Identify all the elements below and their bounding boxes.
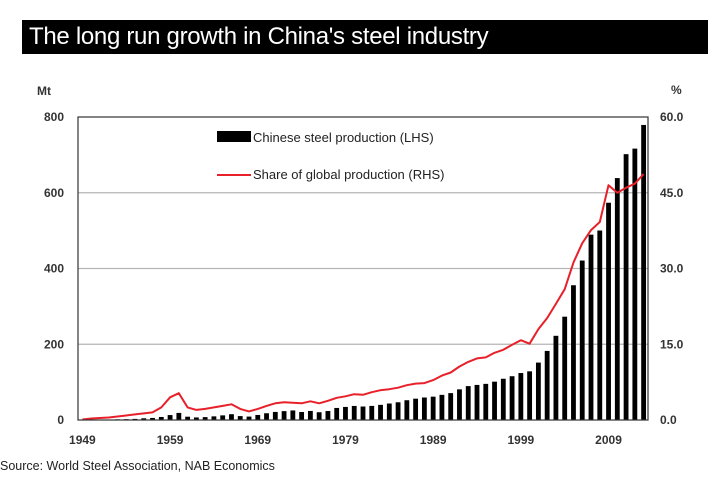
gridlines (78, 192, 648, 345)
bar-1964 (211, 416, 217, 420)
bar-1982 (369, 405, 375, 420)
bar-1987 (413, 398, 419, 420)
bar-2003 (553, 335, 559, 420)
bar-1969 (255, 414, 261, 420)
y-tick-right: 45.0 (660, 186, 684, 200)
bar-1981 (360, 406, 366, 420)
legend-swatch-bars (217, 131, 251, 142)
bar-1963 (202, 417, 208, 420)
legend-label-bars: Chinese steel production (LHS) (253, 130, 434, 145)
bar-1993 (465, 386, 471, 420)
bar-1998 (509, 376, 515, 420)
y-tick-left: 0 (57, 413, 64, 427)
bar-1970 (264, 413, 269, 420)
y-axis-left-ticks: 800 600 400 200 0 (44, 110, 64, 427)
bar-2011 (623, 154, 629, 420)
bar-1973 (290, 410, 296, 420)
bar-1975 (307, 410, 313, 420)
x-tick: 1999 (507, 433, 534, 447)
bar-2000 (527, 371, 533, 420)
bar-1979 (343, 406, 348, 420)
bar-1972 (281, 411, 287, 420)
line-series (82, 173, 645, 421)
bar-2006 (579, 260, 585, 420)
y-tick-left: 200 (44, 337, 64, 351)
bar-1983 (378, 404, 383, 420)
bar-2009 (606, 202, 611, 420)
bar-2007 (588, 234, 594, 420)
bar-1967 (237, 416, 243, 420)
bar-1994 (474, 384, 480, 420)
bar-1980 (351, 405, 357, 420)
y-tick-right: 30.0 (660, 262, 684, 276)
bar-2008 (597, 230, 603, 420)
bar-series (79, 124, 647, 421)
chart-title: The long run growth in China's steel ind… (29, 23, 489, 50)
bar-1966 (229, 414, 234, 420)
bar-1991 (448, 393, 454, 420)
share-line (82, 173, 645, 421)
bar-1965 (220, 415, 226, 420)
bar-1958 (158, 416, 164, 420)
bar-1999 (518, 373, 524, 420)
bar-1968 (246, 416, 252, 420)
bar-1978 (334, 407, 340, 420)
x-tick: 1979 (332, 433, 359, 447)
y-tick-left: 600 (44, 186, 64, 200)
title-bar: The long run growth in China's steel ind… (22, 20, 708, 54)
bar-1992 (457, 389, 462, 420)
x-axis-ticks: 1949 1959 1969 1979 1989 1999 2009 (69, 433, 622, 447)
bar-1997 (500, 378, 506, 420)
bar-1957 (150, 417, 155, 420)
bar-1976 (316, 412, 322, 420)
y-tick-left: 800 (44, 110, 64, 124)
bar-1956 (141, 418, 147, 420)
x-tick: 2009 (595, 433, 622, 447)
bar-2010 (614, 178, 620, 420)
bar-2002 (544, 350, 550, 420)
y-tick-left: 400 (44, 262, 64, 276)
x-tick: 1949 (69, 433, 96, 447)
bar-2004 (562, 316, 568, 420)
y-tick-right: 60.0 (660, 110, 684, 124)
bar-1984 (386, 403, 392, 420)
bar-1990 (439, 394, 445, 420)
bar-1971 (272, 411, 278, 420)
y-axis-right-unit: % (671, 83, 682, 97)
y-tick-right: 0.0 (660, 413, 677, 427)
bar-1986 (404, 400, 410, 420)
bar-1988 (421, 397, 427, 420)
bar-1961 (185, 416, 191, 420)
bar-1959 (167, 415, 173, 420)
x-tick: 1959 (157, 433, 184, 447)
y-axis-left-unit: Mt (37, 84, 51, 98)
bar-2001 (535, 362, 541, 420)
bar-1985 (395, 402, 401, 420)
source-note: Source: World Steel Association, NAB Eco… (0, 459, 275, 473)
bar-1989 (430, 396, 436, 420)
legend-label-line: Share of global production (RHS) (253, 167, 445, 182)
bar-2013 (641, 124, 647, 421)
bar-1960 (176, 412, 182, 420)
bar-1974 (299, 412, 305, 420)
bar-1962 (193, 417, 199, 420)
y-tick-right: 15.0 (660, 337, 684, 351)
y-axis-right-ticks: 60.0 45.0 30.0 15.0 0.0 (660, 110, 684, 427)
x-tick: 1989 (420, 433, 447, 447)
bar-1996 (492, 381, 497, 420)
x-tick: 1969 (244, 433, 271, 447)
plot-frame (77, 116, 649, 421)
bar-2005 (571, 285, 576, 420)
bar-2012 (632, 148, 638, 421)
legend: Chinese steel production (LHS) Share of … (217, 130, 445, 182)
bar-1995 (483, 383, 489, 420)
bar-1977 (325, 411, 331, 420)
